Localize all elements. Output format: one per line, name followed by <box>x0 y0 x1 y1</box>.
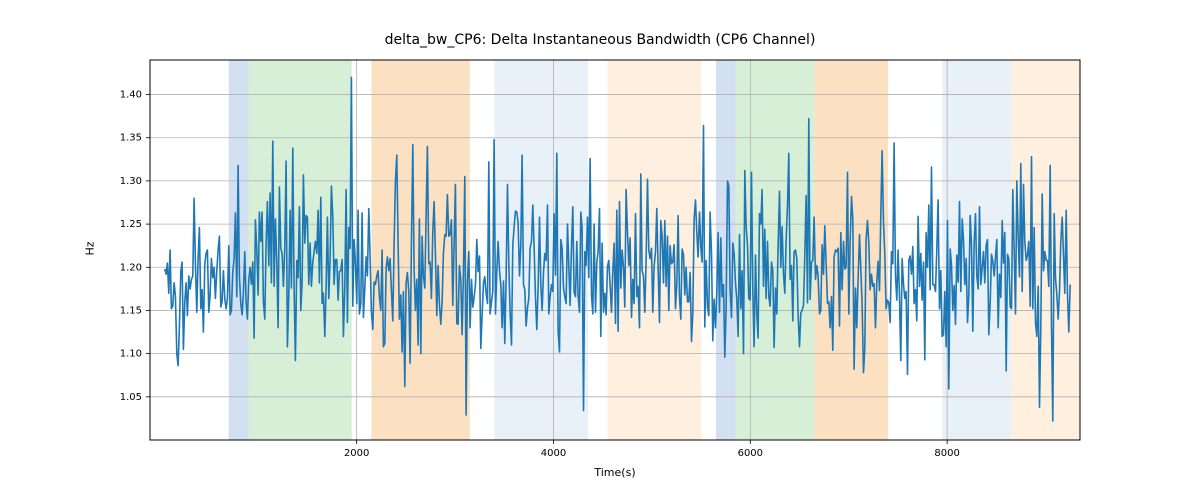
svg-text:1.10: 1.10 <box>120 349 142 360</box>
svg-text:1.05: 1.05 <box>120 392 142 403</box>
svg-text:1.20: 1.20 <box>120 262 142 273</box>
svg-text:1.40: 1.40 <box>120 90 142 101</box>
svg-text:4000: 4000 <box>541 448 566 459</box>
svg-text:1.35: 1.35 <box>120 133 142 144</box>
svg-text:1.30: 1.30 <box>120 176 142 187</box>
svg-text:1.15: 1.15 <box>120 305 142 316</box>
svg-text:1.25: 1.25 <box>120 219 142 230</box>
svg-text:2000: 2000 <box>344 448 369 459</box>
chart-svg: 2000 4000 6000 8000 1.05 1.10 1.15 1.20 1.25 1.30… <box>0 0 1200 500</box>
svg-text:8000: 8000 <box>934 448 959 459</box>
svg-text:6000: 6000 <box>738 448 763 459</box>
chart-container: delta_bw_CP6: Delta Instantaneous Bandwi… <box>0 0 1200 500</box>
